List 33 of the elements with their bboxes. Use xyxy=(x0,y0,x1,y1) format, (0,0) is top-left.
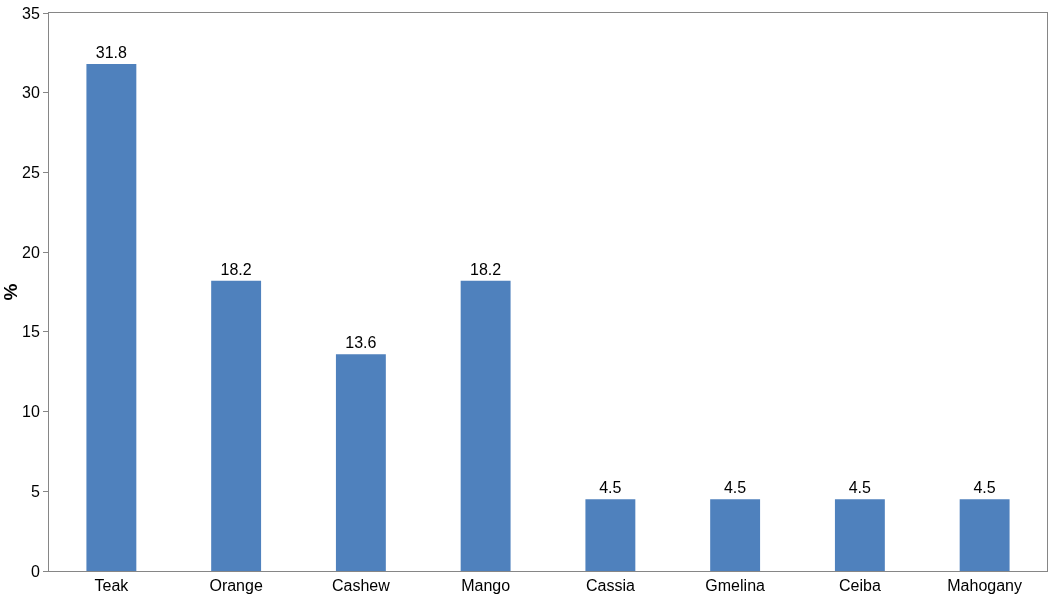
y-tick-label: 20 xyxy=(22,243,40,261)
bar xyxy=(460,280,511,571)
x-tick-label: Gmelina xyxy=(705,577,766,595)
x-tick-label: Cassia xyxy=(585,577,635,595)
y-axis-title: % xyxy=(0,283,21,301)
y-tick-label: 25 xyxy=(22,164,40,182)
bar xyxy=(585,499,636,571)
bar xyxy=(710,499,761,571)
bar xyxy=(834,499,885,571)
y-tick-label: 0 xyxy=(30,562,40,580)
data-label: 4.5 xyxy=(723,479,747,497)
data-label: 13.6 xyxy=(345,334,377,352)
x-tick-label: Mango xyxy=(461,577,511,595)
x-tick-label: Mahogany xyxy=(947,577,1022,595)
y-tick-label: 15 xyxy=(22,323,40,341)
x-tick-label: Teak xyxy=(94,577,130,595)
data-label: 4.5 xyxy=(848,479,872,497)
y-tick-label: 35 xyxy=(22,4,40,22)
x-tick-label: Orange xyxy=(209,577,263,595)
data-label: 4.5 xyxy=(599,479,622,497)
bar xyxy=(959,499,1010,571)
bar xyxy=(211,280,262,571)
y-tick-label: 30 xyxy=(22,84,40,102)
bar xyxy=(335,354,386,571)
y-tick-label: 10 xyxy=(22,403,40,421)
data-label: 31.8 xyxy=(95,44,127,62)
x-tick-label: Ceiba xyxy=(838,577,881,595)
y-tick-label: 5 xyxy=(30,482,40,500)
data-label: 18.2 xyxy=(220,260,252,278)
x-tick-label: Cashew xyxy=(331,577,391,595)
data-label: 4.5 xyxy=(973,479,996,497)
bar xyxy=(86,64,137,571)
data-label: 18.2 xyxy=(470,260,502,278)
